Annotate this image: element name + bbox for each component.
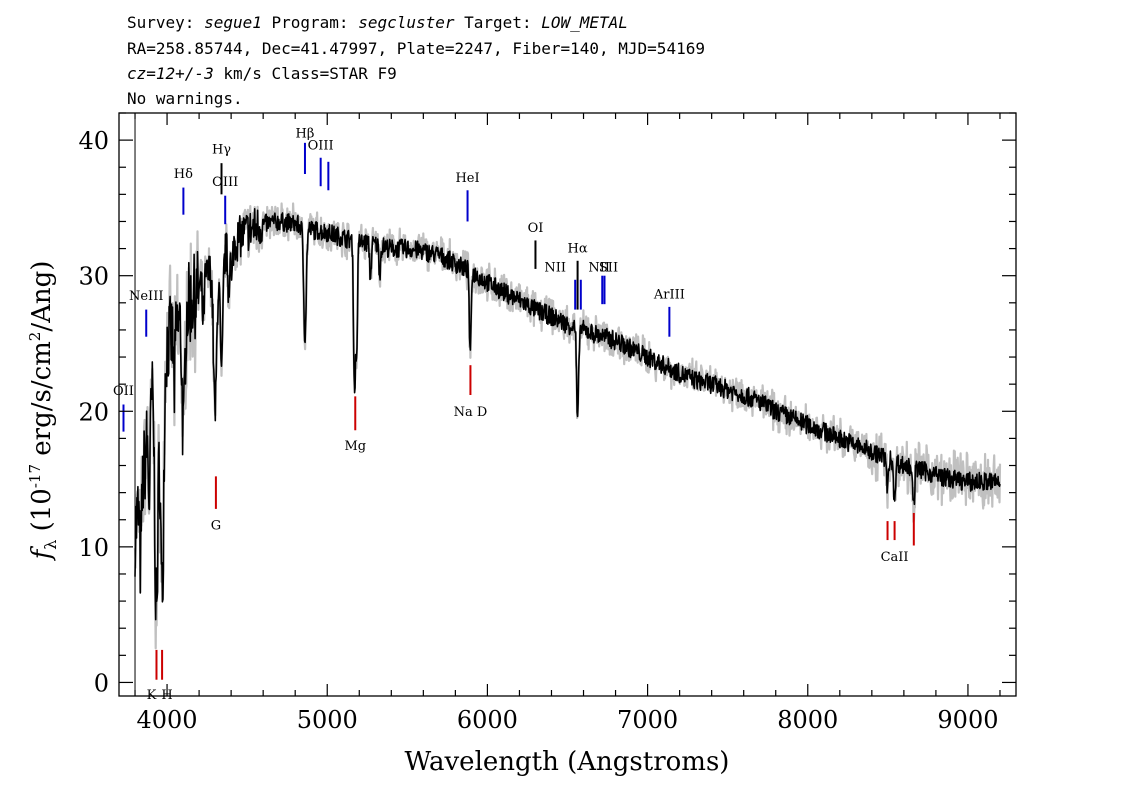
header-survey-part: Target:	[455, 13, 542, 32]
y-tick-label: 30	[78, 263, 109, 291]
header-coordinates-line: RA=258.85744, Dec=41.47997, Plate=2247, …	[127, 39, 705, 58]
plot-frame	[118, 112, 1017, 697]
y-axis-label-part: λ	[41, 540, 60, 550]
y-axis-label-part: 2	[26, 332, 44, 342]
header-survey-part: LOW_METAL	[541, 13, 628, 32]
y-axis-label: fλ (10-17 erg/s/cm2/Ang)	[26, 261, 60, 562]
y-axis-label-part: erg/s/cm	[27, 341, 57, 464]
x-tick-label: 4000	[137, 706, 198, 734]
header-redshift-line: cz=12+/-3 km/s Class=STAR F9	[127, 64, 397, 83]
line-marker-label: Mg	[344, 439, 366, 454]
y-axis-label-part: (10	[27, 488, 57, 540]
line-markers: OIINeIIIHδHγOIIIHβOIIIHeIOINIIHαNIISIIAr…	[113, 126, 915, 703]
header-survey-part: segue1	[204, 13, 262, 32]
header-redshift-part: km/s Class=STAR F9	[214, 64, 397, 83]
line-marker-label: NII	[544, 261, 566, 276]
line-marker-label: OI	[528, 221, 544, 236]
line-marker-label: OIII	[308, 139, 334, 154]
line-marker-label: OII	[113, 384, 134, 399]
line-marker-label: ArIII	[653, 288, 685, 303]
spectrum-line	[134, 208, 1001, 621]
x-axis-label: Wavelength (Angstroms)	[405, 747, 730, 777]
line-marker-label: Hδ	[174, 167, 193, 182]
error-band	[133, 202, 1002, 650]
y-tick-label: 20	[78, 398, 109, 426]
line-marker-label: NII	[588, 261, 610, 276]
line-marker-label: Hγ	[212, 143, 231, 158]
line-marker-label: HeI	[455, 171, 479, 186]
x-tick-label: 9000	[937, 706, 998, 734]
header-warnings-line: No warnings.	[127, 89, 243, 108]
x-tick-label: 6000	[457, 706, 518, 734]
line-marker-label: SII	[599, 261, 618, 276]
line-marker-label: G	[211, 519, 221, 534]
line-marker-label: Hβ	[296, 126, 315, 141]
line-marker-label: OIII	[212, 175, 238, 190]
header-survey-part: Survey:	[127, 13, 204, 32]
line-marker-label: CaII	[881, 550, 909, 565]
y-tick-label: 10	[78, 534, 109, 562]
header-survey-part: segcluster	[358, 13, 455, 32]
x-tick-label: 8000	[777, 706, 838, 734]
x-tick-label: 7000	[617, 706, 678, 734]
x-tick-label: 5000	[297, 706, 358, 734]
y-axis-label-part: -17	[26, 464, 44, 488]
y-tick-label: 0	[94, 669, 109, 697]
header-redshift-part: cz=12+/-3	[127, 64, 214, 83]
line-marker-label: Hα	[568, 242, 588, 257]
header-survey-line: Survey: segue1 Program: segcluster Targe…	[127, 13, 628, 32]
line-marker-label: Na D	[454, 405, 488, 420]
header-survey-part: Program:	[262, 13, 358, 32]
plot-area	[133, 113, 1002, 696]
y-axis-label-part: /Ang)	[27, 261, 57, 332]
axis-ticks: 4000 5000 6000 7000 8000 9000 0 10 20 30 40	[78, 112, 1016, 734]
y-tick-label: 40	[78, 127, 109, 155]
line-marker-label: NeIII	[129, 289, 163, 304]
